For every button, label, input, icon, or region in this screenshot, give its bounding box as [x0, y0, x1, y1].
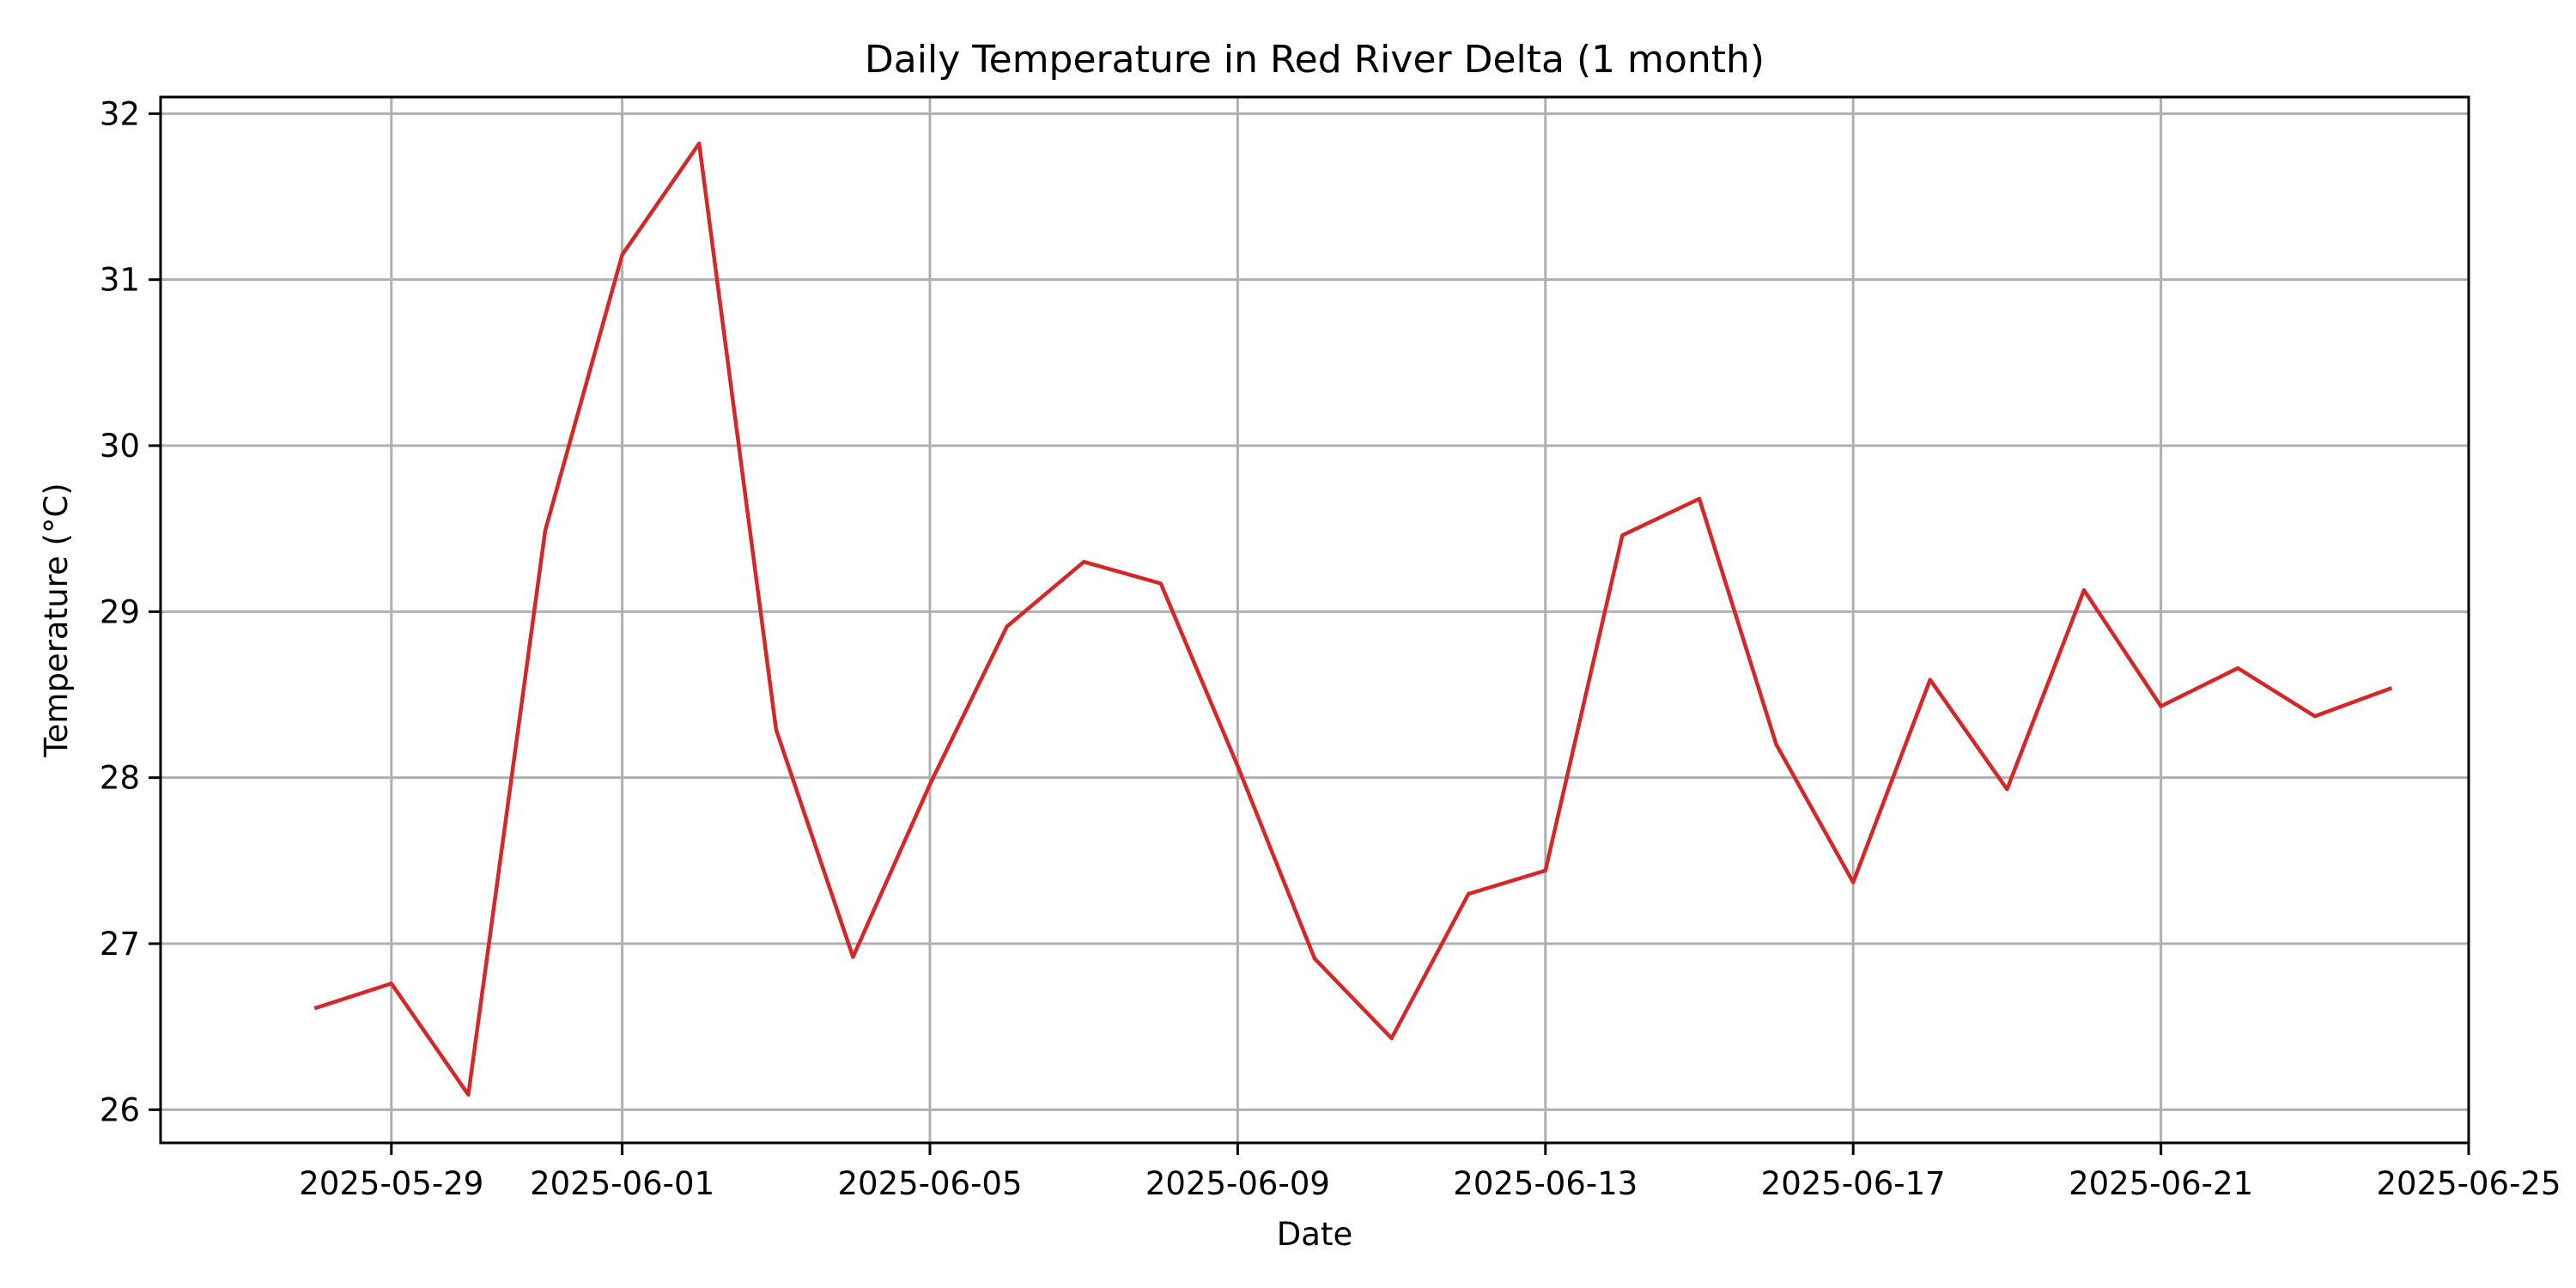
- data-point: [1698, 497, 1701, 501]
- y-tick-label: 27: [100, 926, 140, 963]
- data-point: [1236, 764, 1239, 768]
- data-point: [1467, 892, 1470, 896]
- data-point: [2005, 787, 2008, 791]
- temperature-series-line: [313, 141, 2393, 1097]
- data-point: [313, 1006, 316, 1010]
- data-point: [2236, 666, 2239, 670]
- y-tick-label: 28: [100, 760, 140, 797]
- data-point: [390, 981, 393, 985]
- x-tick-label: 2025-06-17: [1761, 1165, 1946, 1202]
- data-point: [621, 253, 624, 257]
- data-point: [1313, 957, 1316, 960]
- x-tick-label: 2025-06-13: [1453, 1165, 1637, 1202]
- y-tick-label: 31: [100, 262, 140, 299]
- data-point: [2390, 686, 2393, 690]
- data-point: [1082, 560, 1085, 563]
- x-axis-ticks: 2025-05-29 2025-06-01 2025-06-05 2025-06-09…: [299, 1143, 2561, 1202]
- data-point: [1851, 880, 1855, 884]
- series-layer: [313, 141, 2393, 1097]
- x-tick-label: 2025-06-09: [1145, 1165, 1330, 1202]
- x-tick-label: 2025-06-01: [530, 1165, 714, 1202]
- data-point: [1390, 1036, 1394, 1040]
- x-tick-label: 2025-06-25: [2376, 1165, 2561, 1202]
- x-tick-label: 2025-06-05: [837, 1165, 1022, 1202]
- data-point: [697, 142, 701, 145]
- data-point: [1775, 743, 1778, 746]
- data-point: [928, 782, 932, 786]
- data-point: [2082, 588, 2086, 592]
- data-point: [544, 529, 547, 532]
- y-tick-label: 29: [100, 593, 140, 630]
- data-point: [1929, 678, 1932, 682]
- x-tick-label: 2025-05-29: [299, 1165, 483, 1202]
- data-point: [851, 955, 854, 958]
- y-tick-label: 26: [100, 1091, 140, 1128]
- plot-frame: [159, 95, 2470, 1145]
- x-axis-label: Date: [1277, 1216, 1352, 1253]
- data-point: [1005, 625, 1009, 629]
- x-tick-label: 2025-06-21: [2069, 1165, 2253, 1202]
- y-tick-label: 30: [100, 428, 140, 465]
- y-tick-label: 32: [100, 95, 140, 132]
- data-point: [2313, 714, 2317, 718]
- data-point: [1620, 533, 1624, 537]
- y-axis-label: Temperature (°C): [38, 483, 75, 757]
- chart-title: Daily Temperature in Red River Delta (1 …: [865, 38, 1765, 82]
- data-point: [1159, 581, 1163, 585]
- grid-lines: [161, 97, 2470, 1143]
- data-point: [775, 728, 778, 732]
- data-point: [1544, 869, 1547, 872]
- y-axis-ticks: 26 27 28 29 30 31 32: [100, 95, 161, 1128]
- data-point: [2160, 705, 2163, 708]
- data-point: [466, 1093, 470, 1097]
